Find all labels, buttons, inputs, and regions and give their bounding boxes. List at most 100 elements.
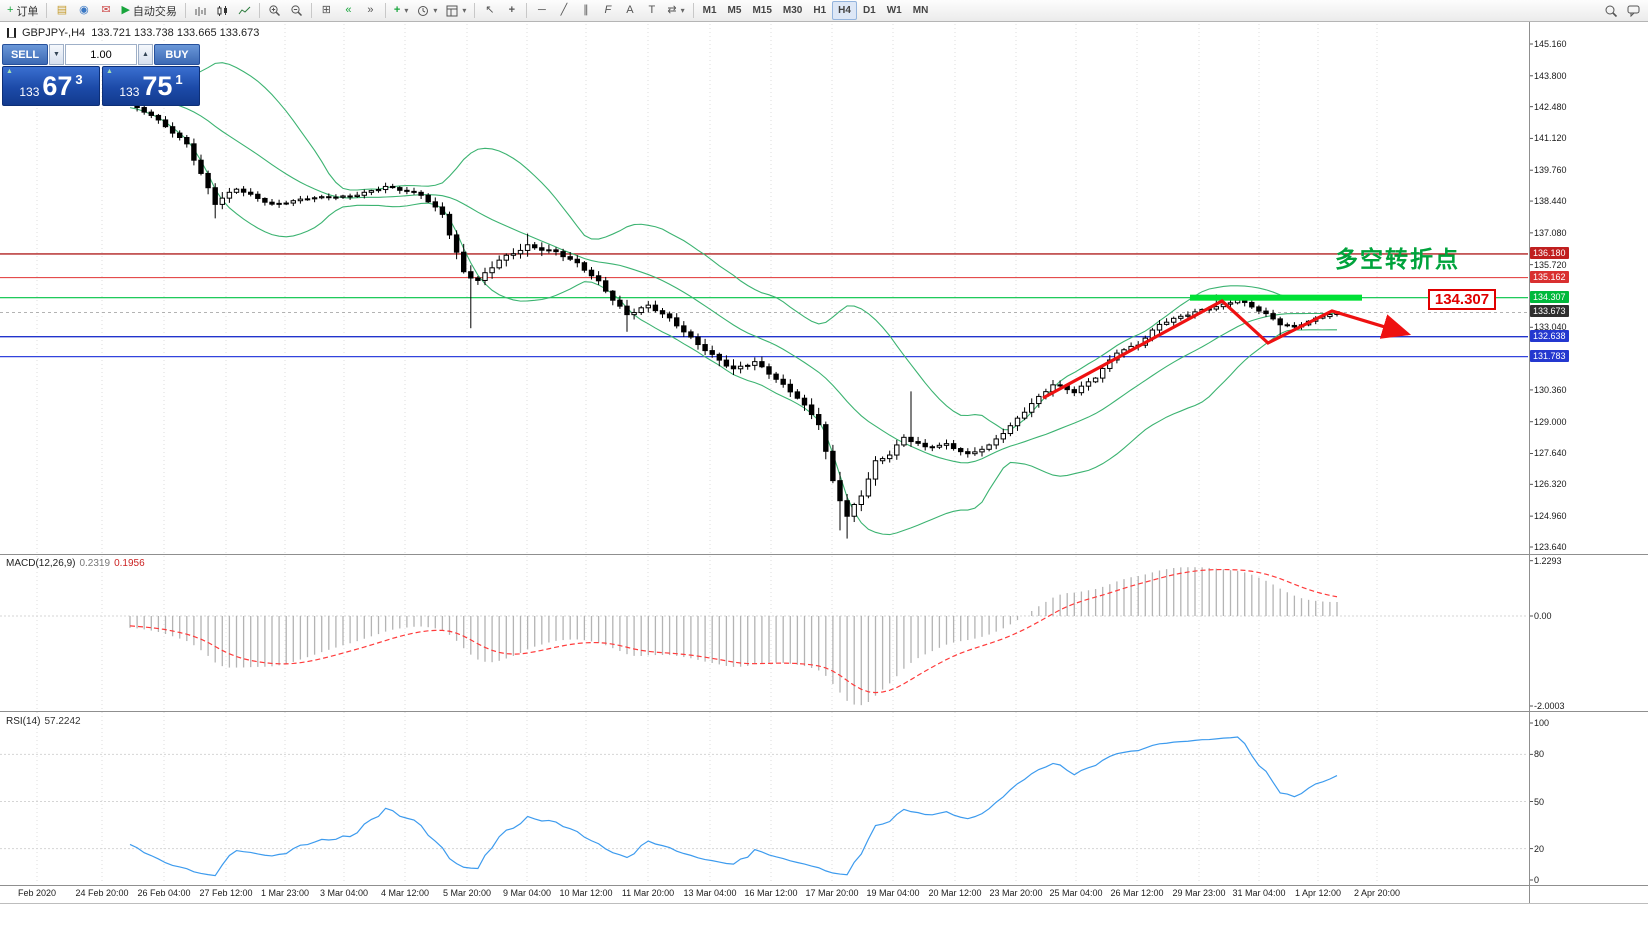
tile-windows-button[interactable]: ⊞ (316, 1, 337, 20)
chat-button[interactable] (1623, 1, 1645, 20)
sell-price-sup: 3 (75, 72, 83, 87)
new-order-label: 订单 (16, 5, 39, 18)
toolbar-separator (384, 3, 386, 18)
chat-icon (1627, 5, 1640, 17)
zoom-out-icon (291, 5, 302, 17)
mailbox-button[interactable]: ✉ (95, 1, 116, 20)
timeframe-mn-button[interactable]: MN (912, 5, 929, 16)
macd-value-main: 0.2319 (79, 558, 111, 569)
indicators-add-icon: + (393, 4, 401, 16)
new-order-icon: + (7, 4, 14, 16)
line-chart-button[interactable] (234, 1, 255, 20)
rsi-label: RSI(14) 57.2242 (6, 716, 81, 727)
new-order-button[interactable]: + 订单 (3, 1, 42, 20)
dropdown-arrow-icon: ▾ (433, 6, 438, 15)
bollinger-upper-band (129, 62, 1338, 431)
rsi-panel-separator[interactable] (0, 711, 1648, 712)
autotrading-button[interactable]: ▶ 自动交易 (117, 1, 180, 20)
clock-icon (418, 5, 429, 16)
time-axis-separator (0, 885, 1648, 886)
channel-button[interactable]: ∥ (575, 1, 596, 20)
horizontal-line-button[interactable]: ─ (531, 1, 552, 20)
rsi-line (129, 736, 1338, 877)
templates-button[interactable]: ▾ (442, 1, 470, 20)
volume-increase-button[interactable]: ▲ (138, 44, 153, 65)
buy-price-prefix: 133 (119, 85, 140, 99)
toolbar-separator (310, 3, 312, 18)
toolbar-separator (526, 3, 528, 18)
one-click-trading-panel: SELL ▼ ▲ BUY ▲ 133 67 3 ▲ 133 75 1 (2, 44, 200, 106)
indicators-button[interactable]: + ▾ (390, 1, 412, 20)
sell-price-display[interactable]: ▲ 133 67 3 (2, 66, 100, 106)
timeframe-h4-button[interactable]: H4 (832, 1, 857, 20)
text-button[interactable]: A (619, 1, 640, 20)
bollinger-middle-band (129, 92, 1338, 464)
buy-button[interactable]: BUY (154, 44, 200, 65)
fibonacci-button[interactable]: F (597, 1, 618, 20)
auto-scroll-button[interactable]: « (338, 1, 359, 20)
toolbar-separator (184, 3, 186, 18)
auto-scroll-icon: « (345, 4, 352, 16)
sell-price-prefix: 133 (19, 85, 40, 99)
sell-button[interactable]: SELL (2, 44, 48, 65)
macd-label: MACD(12,26,9) 0.2319 0.1956 (6, 558, 145, 569)
cursor-button[interactable]: ↖ (479, 1, 500, 20)
support-zone-bar[interactable] (1190, 294, 1362, 301)
sell-tick-direction-icon: ▲ (6, 68, 13, 75)
toolbox-button[interactable]: ▤ (51, 1, 72, 20)
shapes-button[interactable]: ⇄ ▾ (663, 1, 688, 20)
macd-value-signal: 0.1956 (114, 558, 145, 569)
mailbox-icon: ✉ (101, 4, 111, 16)
chart-shift-button[interactable]: » (360, 1, 381, 20)
dropdown-arrow-icon: ▾ (462, 6, 467, 15)
candles-chart-button[interactable] (212, 1, 233, 20)
cursor-icon: ↖ (485, 4, 495, 16)
symbol-ohlc: 133.721 133.738 133.665 133.673 (91, 27, 260, 39)
label-button[interactable]: T (641, 1, 662, 20)
timeframe-m15-button[interactable]: M15 (752, 5, 772, 16)
timeframe-w1-button[interactable]: W1 (886, 5, 902, 16)
macd-signal-line (129, 568, 1338, 694)
macd-name: MACD(12,26,9) (6, 558, 76, 569)
periods-button[interactable]: ▾ (413, 1, 441, 20)
buy-price-display[interactable]: ▲ 133 75 1 (102, 66, 200, 106)
toolbar-separator (692, 3, 694, 18)
buy-price-sup: 1 (175, 72, 183, 87)
template-icon (446, 5, 458, 16)
timeframe-m5-button[interactable]: M5 (727, 5, 742, 16)
macd-histogram (129, 567, 1338, 706)
label-tool-icon: T (648, 4, 656, 16)
trend-arrow-annotation[interactable] (1042, 299, 1412, 400)
symbol-name: GBPJPY-,H4 (22, 27, 86, 39)
buy-tick-direction-icon: ▲ (106, 68, 113, 75)
volume-input[interactable] (65, 44, 137, 65)
toolbar-separator (474, 3, 476, 18)
zoom-in-icon (269, 5, 280, 17)
fibonacci-icon: F (604, 4, 612, 16)
zoom-out-button[interactable] (286, 1, 307, 20)
price-target-box[interactable]: 134.307 (1428, 289, 1496, 310)
chart-shift-icon: » (367, 4, 374, 16)
macd-panel-separator[interactable] (0, 554, 1648, 555)
timeframe-m1-button[interactable]: M1 (702, 5, 717, 16)
zoom-in-button[interactable] (264, 1, 285, 20)
bars-chart-icon (195, 6, 206, 16)
timeframe-m30-button[interactable]: M30 (782, 5, 803, 16)
candles (127, 101, 1340, 539)
crosshair-button[interactable]: + (501, 1, 522, 20)
text-tool-icon: A (626, 4, 634, 16)
community-button[interactable]: ◉ (73, 1, 94, 20)
bars-chart-button[interactable] (190, 1, 211, 20)
rsi-value: 57.2242 (44, 716, 81, 727)
volume-decrease-button[interactable]: ▼ (49, 44, 64, 65)
search-button[interactable] (1600, 1, 1622, 20)
trendline-icon: ╱ (560, 4, 568, 16)
dropdown-arrow-icon: ▾ (680, 6, 685, 15)
sell-price-big: 67 (42, 70, 73, 101)
turning-point-annotation[interactable]: 多空转折点 (1335, 246, 1460, 272)
timeframe-d1-button[interactable]: D1 (862, 5, 876, 16)
trendline-button[interactable]: ╱ (553, 1, 574, 20)
timeframe-h1-button[interactable]: H1 (813, 5, 827, 16)
